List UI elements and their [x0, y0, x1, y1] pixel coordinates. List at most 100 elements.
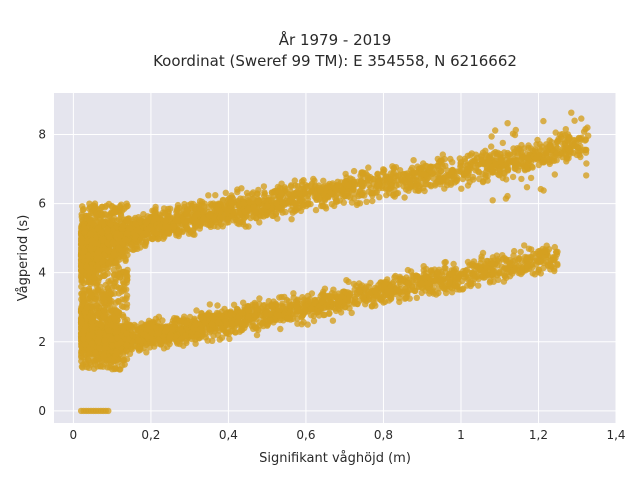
data-point: [514, 152, 521, 159]
data-point: [158, 229, 166, 237]
data-point: [517, 248, 524, 256]
data-point: [404, 266, 412, 274]
data-point: [465, 274, 472, 282]
data-point: [272, 300, 279, 307]
data-point: [115, 265, 123, 272]
data-point: [518, 264, 525, 271]
data-point: [448, 168, 455, 175]
data-point: [443, 182, 451, 189]
data-point: [202, 334, 209, 341]
data-point: [123, 217, 130, 225]
data-point: [390, 165, 397, 173]
data-point: [116, 216, 123, 223]
data-point: [120, 303, 127, 311]
data-point: [79, 293, 86, 300]
data-point: [232, 208, 240, 216]
data-point: [88, 340, 96, 347]
data-point: [109, 239, 117, 246]
data-point: [257, 312, 264, 319]
data-point: [228, 200, 235, 207]
data-point: [479, 149, 487, 156]
data-point: [430, 175, 437, 182]
data-point: [256, 295, 263, 302]
data-point: [108, 203, 116, 211]
data-point: [108, 290, 115, 298]
data-point: [130, 246, 137, 254]
data-point: [364, 177, 371, 184]
data-point: [442, 265, 449, 272]
data-point: [509, 173, 517, 181]
data-point: [426, 288, 434, 295]
data-point: [176, 317, 183, 324]
data-point: [253, 208, 260, 215]
data-point: [123, 347, 130, 355]
data-point: [154, 318, 161, 326]
data-point: [428, 267, 435, 274]
data-point: [134, 226, 141, 234]
data-point: [401, 177, 408, 184]
data-point: [205, 192, 212, 199]
data-point: [107, 306, 115, 313]
data-point: [496, 269, 503, 277]
data-point: [79, 217, 86, 225]
data-point: [450, 260, 457, 268]
data-point: [464, 162, 471, 170]
data-point: [403, 274, 410, 281]
data-point: [183, 319, 190, 326]
data-point: [90, 202, 97, 209]
data-point: [256, 219, 263, 226]
data-point: [319, 202, 326, 209]
data-point: [123, 330, 130, 337]
data-point: [240, 200, 247, 207]
data-point: [515, 256, 522, 264]
data-point: [240, 299, 247, 306]
data-point: [175, 228, 182, 235]
data-point: [416, 182, 423, 190]
data-point: [490, 267, 497, 275]
data-point: [268, 189, 276, 196]
data-point: [123, 355, 131, 363]
data-point: [308, 290, 316, 297]
data-point: [112, 329, 120, 336]
data-point: [122, 246, 130, 253]
data-point: [98, 212, 106, 219]
data-point: [501, 149, 508, 156]
data-point: [504, 166, 511, 173]
data-point: [124, 230, 131, 237]
data-point: [460, 285, 467, 292]
data-point: [183, 207, 191, 214]
data-point: [442, 172, 450, 179]
data-point: [117, 210, 125, 218]
data-point: [425, 280, 432, 287]
data-point: [191, 315, 198, 322]
data-point: [214, 302, 221, 309]
data-point: [185, 214, 192, 221]
data-point: [358, 191, 366, 199]
data-point: [339, 187, 346, 194]
data-point: [117, 204, 124, 211]
data-point: [320, 290, 327, 298]
data-point: [105, 247, 112, 255]
data-point: [326, 309, 333, 317]
data-point: [360, 170, 367, 177]
data-point: [182, 332, 189, 339]
data-point: [104, 239, 111, 246]
data-point: [494, 262, 501, 269]
data-point: [90, 274, 98, 281]
data-point: [127, 225, 134, 232]
data-point: [207, 327, 215, 335]
data-point: [375, 182, 383, 189]
data-point: [367, 279, 374, 287]
data-point: [387, 175, 394, 183]
data-point: [101, 337, 109, 344]
data-point: [243, 189, 251, 197]
data-point: [249, 195, 256, 203]
data-point: [394, 286, 402, 294]
data-point: [80, 287, 87, 294]
data-point: [493, 252, 500, 259]
data-point: [512, 266, 519, 273]
data-point: [317, 187, 324, 194]
data-point: [336, 298, 344, 305]
data-point: [213, 206, 221, 213]
data-point: [197, 314, 204, 321]
